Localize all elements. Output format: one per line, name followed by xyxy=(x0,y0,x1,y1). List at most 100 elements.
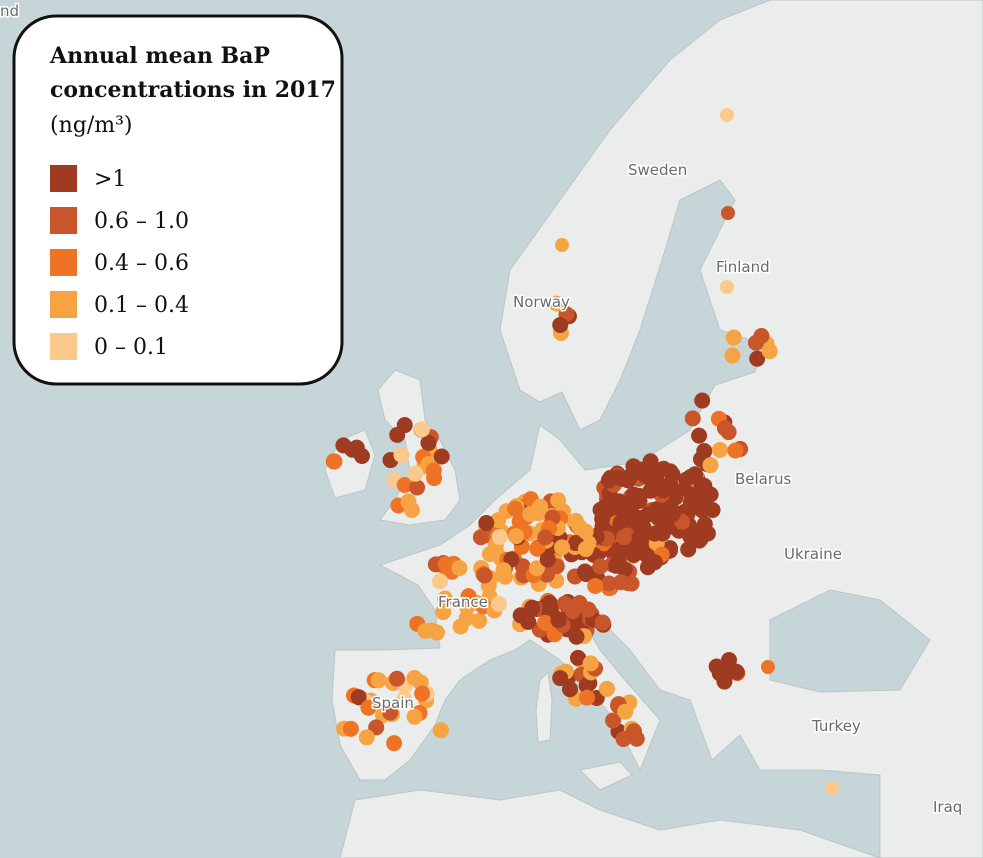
station xyxy=(761,660,775,674)
station xyxy=(602,469,619,486)
station xyxy=(578,677,595,694)
legend-label: 0.6 – 1.0 xyxy=(94,209,189,234)
station xyxy=(400,493,417,510)
station xyxy=(600,575,617,592)
station xyxy=(490,595,507,612)
station xyxy=(696,443,713,460)
station xyxy=(539,551,556,568)
station xyxy=(476,567,493,584)
legend-title: Annual mean BaP xyxy=(49,43,270,69)
black-sea xyxy=(769,589,931,693)
station xyxy=(460,588,477,605)
station xyxy=(694,392,711,409)
station xyxy=(512,607,529,624)
legend-label: 0.1 – 0.4 xyxy=(94,293,189,318)
station xyxy=(616,529,633,546)
station xyxy=(691,427,708,444)
station xyxy=(680,541,697,558)
station xyxy=(579,689,596,706)
station xyxy=(724,347,741,364)
station xyxy=(612,574,629,591)
legend-swatch xyxy=(50,165,77,192)
legend-items: >1 0.6 – 1.0 0.4 – 0.6 0.1 – 0.4 0 – 0.1 xyxy=(50,165,189,360)
station xyxy=(687,466,704,483)
station xyxy=(451,560,468,577)
station xyxy=(490,512,507,529)
station xyxy=(529,540,546,557)
station xyxy=(370,672,387,689)
station xyxy=(420,434,437,451)
station xyxy=(396,691,413,708)
station xyxy=(555,238,569,252)
station xyxy=(424,622,441,639)
station xyxy=(562,681,579,698)
station xyxy=(825,781,839,795)
legend-label: >1 xyxy=(94,167,126,192)
station xyxy=(554,539,571,556)
station xyxy=(576,563,593,580)
place-label: Sweden xyxy=(628,161,687,179)
legend-label: 0.4 – 0.6 xyxy=(94,251,189,276)
station xyxy=(342,720,359,737)
legend-title: concentrations in 2017 xyxy=(50,77,336,103)
station xyxy=(409,479,426,496)
station xyxy=(711,441,728,458)
station xyxy=(582,655,599,672)
station xyxy=(594,614,611,631)
station xyxy=(587,577,604,594)
station xyxy=(552,670,569,687)
station xyxy=(393,446,410,463)
legend-swatch xyxy=(50,249,77,276)
station xyxy=(548,295,565,312)
station xyxy=(537,529,554,546)
station xyxy=(655,460,672,477)
legend-swatch xyxy=(50,333,77,360)
station xyxy=(353,447,370,464)
legend-swatch xyxy=(50,207,77,234)
station xyxy=(396,417,413,434)
station xyxy=(537,614,554,631)
station xyxy=(642,482,659,499)
station xyxy=(592,558,609,575)
sicily xyxy=(578,761,633,791)
station xyxy=(658,510,675,527)
station xyxy=(491,528,508,545)
station xyxy=(625,546,642,563)
station xyxy=(435,604,452,621)
station xyxy=(580,601,597,618)
place-label: Finland xyxy=(716,258,770,276)
station xyxy=(617,703,634,720)
station xyxy=(702,457,719,474)
station xyxy=(610,551,627,568)
station xyxy=(628,730,645,747)
station xyxy=(720,108,734,122)
station xyxy=(716,673,733,690)
station xyxy=(437,556,454,573)
legend-swatch xyxy=(50,291,77,318)
station xyxy=(749,350,766,367)
legend-label: 0 – 0.1 xyxy=(94,335,168,360)
place-label: Norway xyxy=(513,293,570,311)
station xyxy=(495,562,512,579)
station xyxy=(721,206,735,220)
station xyxy=(508,528,525,545)
station xyxy=(550,492,567,509)
station xyxy=(407,465,424,482)
station xyxy=(727,442,744,459)
place-label: Ukraine xyxy=(784,545,842,563)
station xyxy=(478,515,495,532)
place-label: Iraq xyxy=(933,798,962,816)
station xyxy=(718,660,735,677)
station xyxy=(611,493,628,510)
station xyxy=(386,735,403,752)
legend-box xyxy=(12,14,344,386)
station xyxy=(382,704,399,721)
place-label: Spain xyxy=(372,694,414,712)
station xyxy=(368,719,385,736)
station xyxy=(596,499,613,516)
place-label: Turkey xyxy=(811,717,861,735)
station xyxy=(725,329,742,346)
station xyxy=(471,612,488,629)
station xyxy=(388,670,405,687)
